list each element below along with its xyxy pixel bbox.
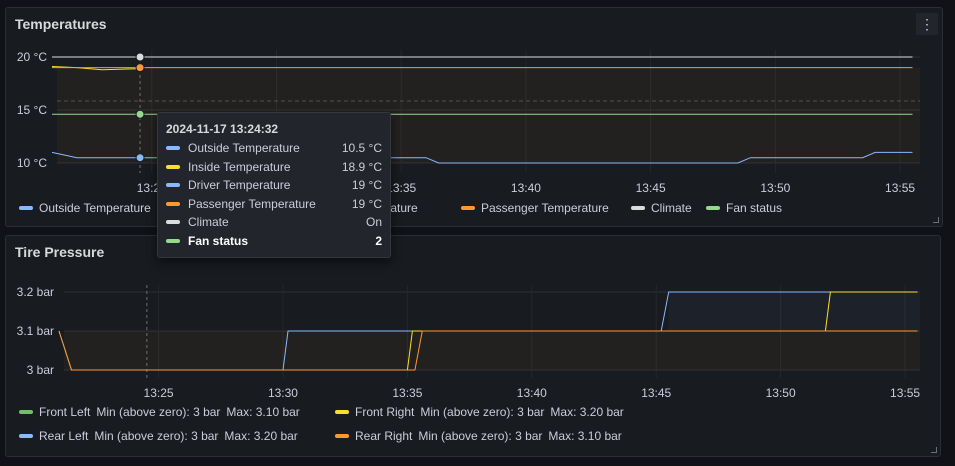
tooltip-row: Passenger Temperature 19 °C [166,196,382,212]
legend-swatch [19,434,33,438]
legend-stat: Min (above zero): 3 bar [418,429,543,443]
resize-handle[interactable] [933,217,939,223]
y-tick-label: 20 °C [17,50,47,64]
legend-swatch [631,206,645,210]
x-tick-label: 13:40 [511,181,541,195]
hover-point-marker [135,63,145,73]
series-line-inside-temperature [51,66,140,71]
x-tick-label: 13:50 [766,386,796,400]
x-tick-label: 13:40 [517,386,547,400]
y-tick-label: 10 °C [17,156,47,170]
tooltip-swatch [166,183,180,188]
legend-item[interactable]: Fan status [706,201,782,215]
legend-swatch [335,434,349,438]
tooltip-row: Driver Temperature 19 °C [166,177,382,193]
legend-label: Rear Left [39,429,89,443]
tooltip-series-value: 19 °C [351,178,382,193]
tooltip-row: Climate On [166,214,382,230]
legend-swatch [19,410,33,414]
tooltip-swatch [166,201,180,206]
legend-stat: Min (above zero): 3 bar [420,405,545,419]
x-tick-label: 13:45 [636,181,666,195]
tooltip-time: 2024-11-17 13:24:32 [166,122,279,136]
tooltip-swatch [166,239,180,243]
x-tick-label: 13:35 [392,386,422,400]
x-tick-label: 13:25 [144,386,174,400]
x-tick-label: 13:55 [885,181,915,195]
hover-point-marker [135,153,145,163]
tooltip-series-name: Inside Temperature [188,159,291,174]
legend-item[interactable]: Rear Right Min (above zero): 3 bar Max: 3.… [335,429,622,443]
tooltip-row: Outside Temperature 10.5 °C [166,140,382,156]
legend-swatch [335,410,349,414]
y-tick-label: 3.2 bar [17,285,54,299]
panel-title: Temperatures [15,16,107,32]
tire-pressure-panel: Tire Pressure [5,235,941,457]
legend-stat: Min (above zero): 3 bar [96,405,221,419]
tooltip-series-name: Fan status [188,234,249,248]
y-tick-label: 3.1 bar [17,324,54,338]
tooltip-series-value: 2 [375,234,382,248]
panel-menu-icon[interactable]: ⋮ [916,13,938,35]
legend-stat: Max: 3.10 bar [226,405,300,419]
legend-item[interactable]: Front Right Min (above zero): 3 bar Max: 3… [335,405,624,419]
tooltip-series-value: On [365,215,382,230]
hover-point-marker [135,52,145,62]
legend-item[interactable]: Front Left Min (above zero): 3 bar Max: 3.… [19,405,300,419]
resize-handle[interactable] [931,447,937,453]
legend-label: Climate [651,201,692,215]
legend-swatch [19,206,33,210]
legend-label: Passenger Temperature [481,201,609,215]
legend-label: Rear Right [355,429,413,443]
tooltip-series-value: 10.5 °C [341,141,382,155]
hover-tooltip: 2024-11-17 13:24:32 Outside Temperature 1… [157,112,391,258]
tooltip-row: Fan status 2 [166,233,382,249]
legend-label: Outside Temperature [39,201,151,215]
panel-title: Tire Pressure [15,244,105,260]
tooltip-series-value: 19 °C [351,196,382,211]
tooltip-swatch [166,164,180,169]
hover-point-marker [135,109,145,119]
tooltip-row: Inside Temperature 18.9 °C [166,159,382,175]
legend-stat: Max: 3.20 bar [224,429,298,443]
x-tick-label: 13:35 [386,181,416,195]
legend-stat: Max: 3.10 bar [548,429,622,443]
area-fill [64,331,920,370]
x-tick-label: 13:50 [760,181,790,195]
x-tick-label: 13:30 [268,386,298,400]
tooltip-series-name: Passenger Temperature [188,196,316,211]
legend-label: Fan status [726,201,783,215]
tooltip-swatch [166,146,180,150]
tooltip-series-name: Driver Temperature [188,178,291,193]
legend-stat: Min (above zero): 3 bar [94,429,219,443]
tooltip-series-value: 18.9 °C [341,159,382,174]
legend-label: Front Left [39,405,91,419]
legend-swatch [706,206,720,210]
legend-item[interactable]: Outside Temperature [19,201,151,215]
tooltip-swatch [166,220,180,225]
tooltip-series-name: Climate [188,215,229,230]
legend-swatch [461,206,475,210]
y-tick-label: 15 °C [17,103,47,117]
series-line-rear-right [58,330,918,371]
x-tick-label: 13:55 [890,386,920,400]
legend-stat: Max: 3.20 bar [550,405,624,419]
legend-item[interactable]: Rear Left Min (above zero): 3 bar Max: 3.2… [19,429,298,443]
legend-item[interactable]: Passenger Temperature [461,201,609,215]
x-tick-label: 13:45 [641,386,671,400]
legend-label: Front Right [355,405,415,419]
y-tick-label: 3 bar [27,363,54,377]
legend-item[interactable]: Climate [631,201,692,215]
tooltip-series-name: Outside Temperature [188,141,300,155]
area-fill [668,292,920,331]
